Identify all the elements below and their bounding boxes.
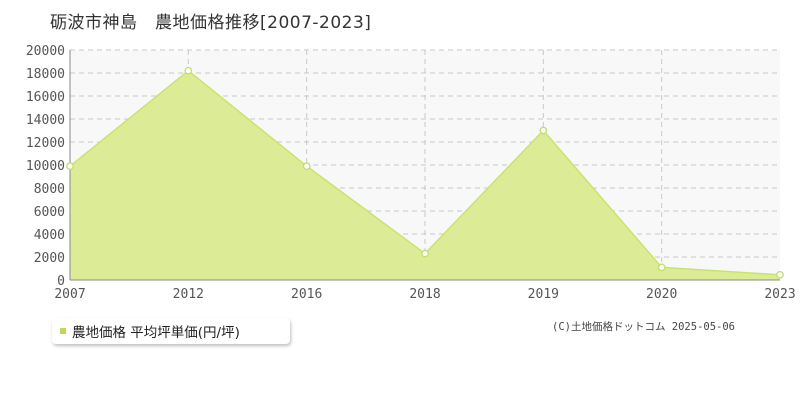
legend-label: 農地価格 平均坪単価(円/坪) bbox=[72, 325, 240, 341]
y-tick-label: 0 bbox=[57, 274, 65, 289]
data-point bbox=[421, 249, 429, 258]
x-tick-label: 2007 bbox=[54, 287, 85, 302]
y-tick-label: 4000 bbox=[34, 228, 65, 243]
x-tick-label: 2020 bbox=[646, 287, 677, 302]
x-tick-label: 2012 bbox=[173, 287, 204, 302]
data-point bbox=[776, 270, 784, 279]
x-tick-label: 2019 bbox=[528, 287, 559, 302]
y-tick-label: 10000 bbox=[26, 159, 65, 174]
x-tick-label: 2018 bbox=[409, 287, 440, 302]
data-point bbox=[539, 126, 548, 135]
data-point bbox=[302, 162, 311, 170]
data-point bbox=[66, 162, 74, 170]
x-tick-label: 2016 bbox=[291, 287, 322, 302]
series-area bbox=[70, 70, 780, 280]
legend: 農地価格 平均坪単価(円/坪) bbox=[52, 318, 290, 344]
y-tick-label: 20000 bbox=[26, 44, 65, 59]
y-tick-label: 8000 bbox=[34, 182, 65, 197]
data-point bbox=[657, 263, 666, 272]
y-tick-label: 2000 bbox=[34, 251, 65, 266]
x-tick-label: 2023 bbox=[764, 287, 795, 302]
y-tick-label: 12000 bbox=[26, 136, 65, 151]
y-tick-label: 18000 bbox=[26, 67, 65, 82]
legend-swatch bbox=[60, 328, 66, 334]
copyright: (C)土地価格ドットコム 2025-05-06 bbox=[552, 321, 736, 333]
data-point bbox=[184, 66, 193, 75]
y-tick-label: 14000 bbox=[26, 113, 65, 128]
y-tick-label: 16000 bbox=[26, 90, 65, 105]
y-tick-label: 6000 bbox=[34, 205, 65, 220]
chart-title: 砺波市神島 農地価格推移[2007-2023] bbox=[50, 13, 372, 33]
